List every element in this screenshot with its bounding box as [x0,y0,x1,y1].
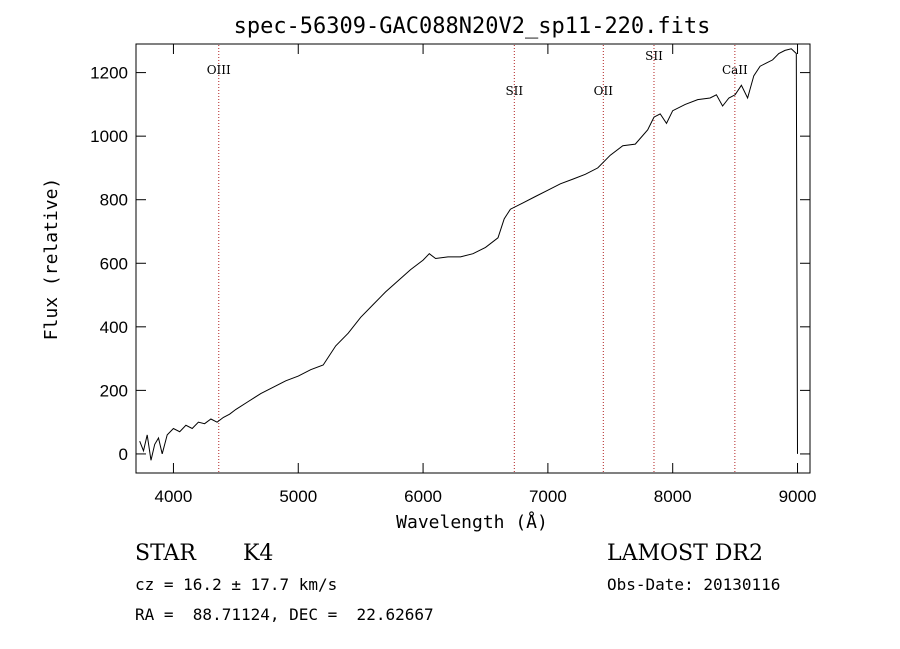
x-tick-label: 9000 [779,487,817,506]
class-label: STAR [135,541,197,566]
y-axis-ticks: 0 200 400 600 800 1000 1200 [90,64,810,464]
chart-title: spec-56309-GAC088N20V2_sp11-220.fits [234,14,711,39]
y-tick-label: 600 [100,254,128,273]
coordinates-text: RA = 88.71124, DEC = 22.62667 [135,605,434,624]
y-tick-label: 200 [100,381,128,400]
x-tick-label: 8000 [654,487,692,506]
x-tick-label: 5000 [279,487,317,506]
emission-line-label: CaII [722,63,748,77]
emission-line-label: SII [505,84,523,98]
y-tick-label: 1200 [90,64,128,83]
spectrum-line [139,48,798,461]
obs-date-text: Obs-Date: 20130116 [607,575,780,594]
y-tick-label: 800 [100,191,128,210]
y-tick-label: 1000 [90,127,128,146]
subclass-label: K4 [243,541,273,566]
plot-frame [135,43,811,474]
x-tick-label: 7000 [529,487,567,506]
x-axis-label: Wavelength (Å) [396,511,548,533]
x-tick-label: 6000 [404,487,442,506]
y-tick-label: 400 [100,318,128,337]
emission-line-label: OIII [207,63,231,77]
y-tick-label: 0 [119,445,128,464]
x-tick-label: 4000 [155,487,193,506]
redshift-text: cz = 16.2 ± 17.7 km/s [135,575,337,594]
emission-line-label: SII [645,49,663,63]
survey-label: LAMOST DR2 [607,541,763,566]
y-axis-label: Flux (relative) [41,178,62,341]
x-axis-ticks: 4000 5000 6000 7000 8000 9000 [155,44,817,506]
emission-line-label: OII [594,84,614,98]
emission-line-markers: OIII SII OII SII CaII [207,45,748,472]
